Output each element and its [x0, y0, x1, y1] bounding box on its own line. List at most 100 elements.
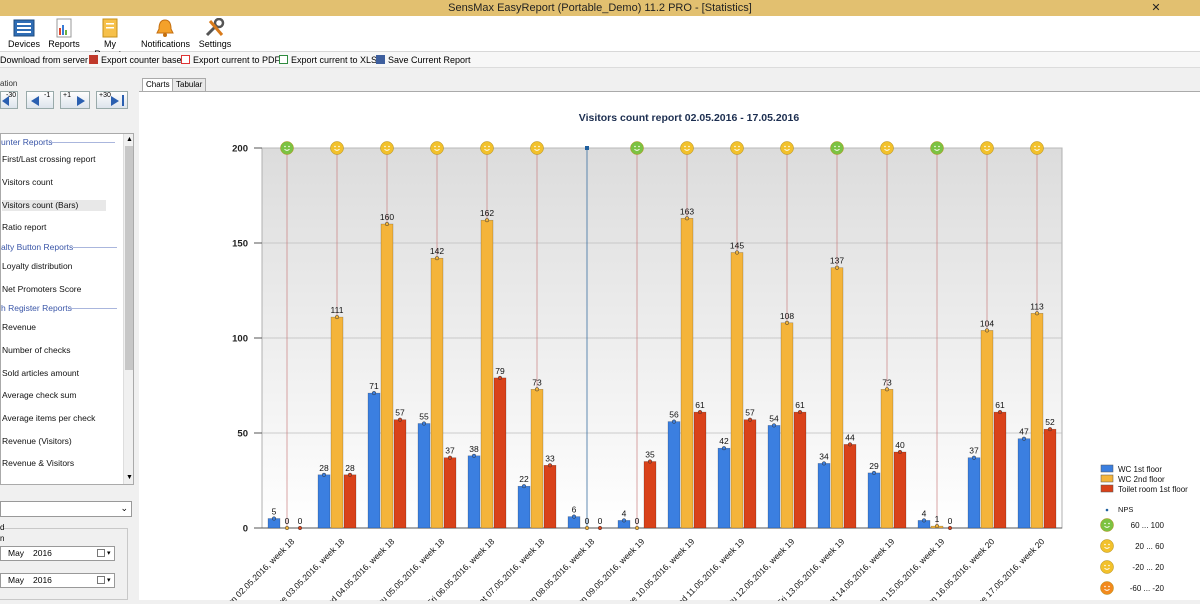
report-item-ratio[interactable]: Ratio report [2, 222, 47, 232]
bar-wc-1st-floor[interactable] [367, 392, 381, 529]
bar-wc-2nd-floor[interactable] [980, 330, 994, 529]
bar-wc-2nd-floor[interactable] [480, 219, 494, 529]
bar-toilet-room[interactable] [843, 444, 857, 529]
bar-wc-2nd-floor[interactable] [1030, 313, 1044, 529]
smiley-mouth [284, 148, 290, 151]
ribbon-notifications-button[interactable]: Notifications [141, 18, 191, 49]
nps-smiley-icon [930, 141, 944, 155]
data-label: 4 [622, 508, 627, 518]
report-item-revenue[interactable]: Revenue [2, 322, 37, 332]
bar-wc-1st-floor[interactable] [967, 457, 981, 529]
reports-icon [53, 18, 75, 38]
bar-wc-2nd-floor[interactable] [830, 267, 844, 529]
save-current-report-button[interactable]: Save Current Report [376, 54, 471, 66]
bar-point-wc-1st-floor [571, 514, 577, 519]
bar-wc-1st-floor[interactable] [317, 474, 331, 529]
nav-back-30-button[interactable]: -30 [0, 91, 18, 109]
report-item-visitors-count[interactable]: Visitors count [2, 177, 53, 187]
smiley-eye [1108, 522, 1110, 525]
bar-wc-1st-floor[interactable] [767, 425, 781, 529]
nav-forward-30-button[interactable]: +30 [96, 91, 128, 109]
bar-wc-2nd-floor[interactable] [880, 389, 894, 529]
bar-toilet-room[interactable] [493, 377, 507, 529]
export-counter-base-button[interactable]: Export counter base [89, 54, 182, 66]
ribbon-reports-button[interactable]: Reports [48, 18, 80, 49]
ribbon-devices-button[interactable]: Devices [8, 18, 40, 49]
device-select[interactable]: ⌄ [0, 501, 132, 517]
smiley-eye [838, 145, 840, 148]
bar-wc-1st-floor[interactable] [817, 463, 831, 529]
report-item-revenue-and-visitors[interactable]: Revenue & Visitors [2, 458, 75, 468]
bar-toilet-room[interactable] [1043, 428, 1057, 529]
bar-wc-1st-floor[interactable] [517, 485, 531, 529]
bar-toilet-room[interactable] [543, 465, 557, 529]
report-item-average-items[interactable]: Average items per check [2, 413, 96, 423]
calendar-icon[interactable] [97, 576, 105, 584]
tab-tabular[interactable]: Tabular [172, 78, 207, 91]
report-list-scrollbar[interactable]: ▲ ▼ [123, 134, 133, 484]
export-counter-base-label: Export counter base [101, 55, 182, 65]
bar-toilet-room[interactable] [893, 451, 907, 529]
calendar-icon[interactable] [97, 549, 105, 557]
report-item-sold-articles[interactable]: Sold articles amount [2, 368, 80, 378]
scroll-thumb[interactable] [125, 146, 133, 370]
period-group: d n May 2016 ▾ May 2016 ▾ [0, 523, 128, 600]
nps-smiley-icon [1100, 581, 1114, 595]
period-group-label: d [0, 523, 5, 532]
report-item-revenue-visitors[interactable]: Revenue (Visitors) [2, 436, 72, 446]
bar-toilet-room[interactable] [993, 411, 1007, 529]
bar-toilet-room[interactable] [393, 419, 407, 529]
bar-wc-1st-floor[interactable] [867, 472, 881, 529]
export-xls-button[interactable]: Export current to XLS [279, 54, 377, 66]
data-label: 56 [669, 410, 679, 420]
bar-wc-1st-floor[interactable] [717, 447, 731, 529]
report-item-first-last[interactable]: First/Last crossing report [2, 154, 96, 164]
bar-wc-2nd-floor[interactable] [330, 316, 344, 529]
bar-point-toilet-room [447, 455, 453, 460]
bar-toilet-room[interactable] [793, 411, 807, 529]
date-from-picker[interactable]: May 2016 ▾ [0, 546, 115, 561]
bar-toilet-room[interactable] [343, 474, 357, 529]
bar-toilet-room[interactable] [743, 419, 757, 529]
scroll-down-icon[interactable]: ▼ [126, 474, 133, 481]
bar-wc-2nd-floor[interactable] [380, 223, 394, 529]
data-label: 22 [519, 474, 529, 484]
report-type-list[interactable]: unter Reports First/Last crossing report… [0, 133, 134, 485]
data-label: 163 [680, 206, 694, 216]
report-item-loyalty-distribution[interactable]: Loyalty distribution [2, 261, 73, 271]
bar-toilet-room[interactable] [693, 411, 707, 529]
bar-wc-1st-floor[interactable] [467, 455, 481, 529]
bar-toilet-room[interactable] [443, 457, 457, 529]
devices-icon [13, 18, 35, 38]
data-label: 4 [922, 508, 927, 518]
close-window-button[interactable]: ✕ [1151, 2, 1161, 14]
bar-wc-1st-floor[interactable] [667, 421, 681, 529]
nps-smiley-icon [480, 141, 494, 155]
bar-toilet-room[interactable] [643, 461, 657, 529]
data-label: 47 [1019, 427, 1029, 437]
bar-wc-2nd-floor[interactable] [780, 322, 794, 529]
bar-wc-1st-floor[interactable] [417, 423, 431, 529]
smiley-eye [434, 145, 436, 148]
date-to-picker[interactable]: May 2016 ▾ [0, 573, 115, 588]
report-item-visitors-count-bars[interactable]: Visitors count (Bars) [2, 200, 106, 211]
ribbon-notifications-label: Notifications [141, 39, 191, 49]
report-item-average-check-sum[interactable]: Average check sum [2, 390, 77, 400]
export-pdf-button[interactable]: Export current to PDF [181, 54, 280, 66]
report-item-number-of-checks[interactable]: Number of checks [2, 345, 71, 355]
bar-wc-1st-floor[interactable] [1017, 438, 1031, 529]
bar-wc-2nd-floor[interactable] [430, 257, 444, 529]
bar-wc-2nd-floor[interactable] [530, 389, 544, 529]
bar-wc-2nd-floor[interactable] [680, 218, 694, 529]
scroll-up-icon[interactable]: ▲ [126, 136, 133, 143]
smiley-eye [634, 145, 636, 148]
tab-charts[interactable]: Charts [142, 78, 174, 92]
report-item-nps[interactable]: Net Promoters Score [2, 284, 82, 294]
nav-forward-1-button[interactable]: +1 [60, 91, 90, 109]
nav-back-1-button[interactable]: -1 [26, 91, 54, 109]
bar-wc-2nd-floor[interactable] [730, 252, 744, 529]
bar-point-toilet-room [597, 525, 603, 531]
ribbon-settings-button[interactable]: Settings [198, 17, 232, 49]
nps-smiley-icon [330, 141, 344, 155]
download-from-server-button[interactable]: Download from server [0, 54, 88, 66]
